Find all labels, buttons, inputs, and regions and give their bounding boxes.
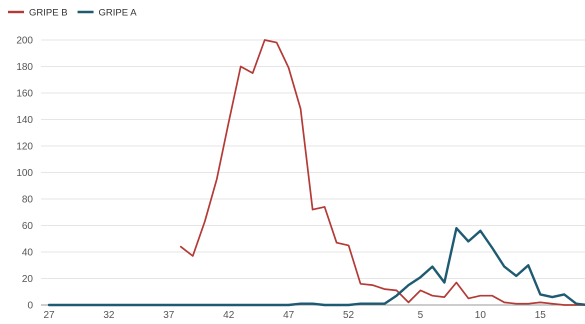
y-tick-label: 0 bbox=[27, 301, 33, 312]
x-tick-label: 37 bbox=[163, 310, 175, 321]
x-tick-label: 52 bbox=[343, 310, 355, 321]
legend-label: GRIPE A bbox=[99, 8, 138, 19]
y-tick-label: 140 bbox=[16, 115, 33, 126]
series-line-gripe-b bbox=[179, 39, 585, 306]
series-line-gripe-a bbox=[47, 227, 585, 307]
x-tick-label: 42 bbox=[223, 310, 235, 321]
y-tick-label: 100 bbox=[16, 168, 33, 179]
y-tick-label: 60 bbox=[22, 221, 34, 232]
axes: 0 20 40 60 80 100 120 140 160 180 200 27 32 37 42 47 52 5… bbox=[16, 36, 547, 322]
y-tick-label: 120 bbox=[16, 142, 33, 153]
y-tick-label: 200 bbox=[16, 36, 33, 47]
x-tick-label: 47 bbox=[283, 310, 295, 321]
series-lines bbox=[47, 39, 585, 307]
x-tick-label: 27 bbox=[43, 310, 55, 321]
legend-label: GRIPE B bbox=[29, 8, 68, 19]
gridlines bbox=[41, 39, 585, 306]
y-tick-label: 160 bbox=[16, 89, 33, 100]
y-tick-label: 80 bbox=[22, 195, 34, 206]
x-tick-label: 10 bbox=[475, 310, 487, 321]
x-tick-label: 5 bbox=[418, 310, 424, 321]
legend: GRIPE B GRIPE A bbox=[8, 8, 137, 19]
y-tick-label: 40 bbox=[22, 248, 34, 259]
x-tick-label: 15 bbox=[535, 310, 547, 321]
y-tick-label: 20 bbox=[22, 274, 34, 285]
x-tick-label: 32 bbox=[103, 310, 115, 321]
y-tick-label: 180 bbox=[16, 62, 33, 73]
